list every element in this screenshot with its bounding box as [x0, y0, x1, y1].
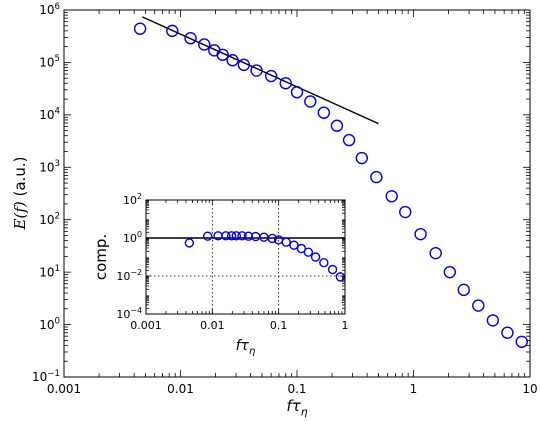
main-x-tick-label: 10: [522, 382, 537, 396]
main-x-axis-label: fτη: [286, 397, 307, 419]
main-y-tick-exponent: 2: [55, 212, 61, 222]
main-data-point: [208, 44, 221, 57]
main-data-point: [317, 106, 331, 119]
inset-data-point: [231, 231, 242, 241]
main-data-point: [457, 283, 470, 297]
inset-axes-frame: [145, 199, 346, 315]
main-data-point: [501, 326, 514, 339]
main-y-tick-label: 100: [39, 316, 60, 331]
main-data-point: [486, 314, 500, 327]
main-data-point: [226, 54, 239, 67]
inset-y-tick-label: 102: [123, 192, 142, 207]
inset-x-tick-label: 0.01: [200, 319, 225, 332]
main-y-tick-label: 10−1: [32, 369, 60, 384]
inset-x-tick-label: 0.1: [270, 319, 288, 332]
main-y-tick-base: 10: [32, 370, 47, 384]
inset-data-point: [319, 258, 329, 268]
main-y-tick-exponent: 4: [55, 107, 61, 117]
main-spectrum-chart: 0.001 0.01 0.1 1 1010−1100101102103104105106…: [11, 2, 538, 419]
inset-data-point: [303, 247, 314, 257]
inset-y-tick-exponent: −2: [130, 268, 142, 277]
main-y-tick-label: 102: [39, 212, 60, 227]
main-data-point: [472, 299, 485, 312]
main-data-point: [198, 38, 211, 51]
main-y-tick-exponent: 1: [55, 264, 61, 274]
main-y-tick-base: 10: [39, 265, 54, 279]
inset-y-tick-base: 10: [123, 194, 137, 207]
inset-data-point: [237, 231, 247, 241]
main-y-tick-exponent: 0: [55, 316, 61, 326]
main-data-point: [330, 119, 344, 132]
inset-y-tick-exponent: 0: [137, 230, 142, 239]
inset-y-tick-exponent: −4: [130, 306, 142, 315]
main-x-tick-label: 0.001: [47, 382, 81, 396]
main-x-tick-label: 0.01: [167, 382, 194, 396]
main-data-point: [184, 31, 197, 45]
main-data-point: [264, 69, 278, 83]
main-y-tick-base: 10: [39, 213, 54, 227]
inset-data-point: [335, 272, 346, 282]
inset-data-point: [289, 240, 299, 250]
main-data-point: [216, 48, 229, 61]
inset-data-point: [221, 231, 231, 241]
inset-data-point: [226, 231, 237, 241]
inset-x-axis-label: fτη: [236, 338, 256, 357]
main-data-point: [414, 227, 427, 241]
main-data-point: [443, 265, 457, 279]
inset-x-tick-label: 1: [342, 319, 349, 332]
inset-data-point: [184, 238, 195, 248]
main-data-point: [133, 22, 147, 35]
main-data-point: [237, 58, 251, 72]
main-y-tick-base: 10: [39, 160, 54, 174]
inset-x-tick-label: 0.001: [130, 319, 162, 332]
main-y-tick-base: 10: [39, 108, 54, 122]
main-data-point: [355, 151, 369, 165]
main-data-point: [342, 133, 356, 147]
inset-y-tick-base: 10: [116, 270, 130, 283]
inset-y-tick-base: 10: [123, 232, 137, 245]
main-y-tick-base: 10: [39, 56, 54, 70]
inset-plot-area: [146, 200, 345, 314]
main-y-tick-base: 10: [39, 3, 54, 17]
inset-y-axis-label: comp.: [92, 234, 110, 280]
main-y-tick-base: 10: [39, 318, 54, 332]
main-y-tick-exponent: −1: [47, 369, 60, 379]
main-data-point: [370, 170, 383, 184]
main-y-tick-exponent: 6: [55, 2, 61, 12]
inset-data-point: [243, 231, 254, 241]
main-y-tick-label: 101: [39, 264, 60, 279]
main-y-tick-exponent: 3: [55, 159, 61, 169]
main-y-axis-label: E(f) (a.u.): [11, 157, 29, 231]
main-data-point: [279, 77, 292, 90]
main-data-point: [515, 335, 528, 348]
inset-data-point: [281, 237, 291, 247]
inset-y-tick-label: 10−2: [116, 268, 142, 283]
main-data-point: [385, 190, 398, 203]
main-x-tick-label: 0.1: [287, 382, 306, 396]
inset-data-point: [327, 264, 338, 275]
inset-y-tick-label: 100: [123, 230, 142, 245]
main-y-tick-label: 106: [39, 2, 60, 17]
main-reference-line: [142, 16, 379, 125]
main-data-point: [304, 95, 317, 108]
main-data-point: [399, 205, 412, 219]
main-data-point: [429, 246, 442, 260]
main-y-tick-label: 105: [39, 54, 60, 69]
main-y-tick-exponent: 5: [55, 54, 61, 64]
main-data-point: [250, 64, 263, 77]
inset-data-point: [202, 231, 213, 241]
main-x-tick-label: 1: [410, 382, 418, 396]
main-data-point: [290, 86, 304, 99]
inset-y-tick-label: 10−4: [116, 306, 142, 321]
inset-data-point: [267, 233, 277, 244]
inset-data-point: [310, 252, 321, 262]
inset-y-tick-exponent: 2: [137, 192, 142, 201]
main-y-tick-label: 104: [39, 107, 60, 122]
inset-y-tick-base: 10: [116, 308, 130, 321]
main-y-tick-label: 103: [39, 159, 60, 174]
main-data-point: [166, 24, 179, 38]
main-axes-frame: [63, 9, 531, 378]
